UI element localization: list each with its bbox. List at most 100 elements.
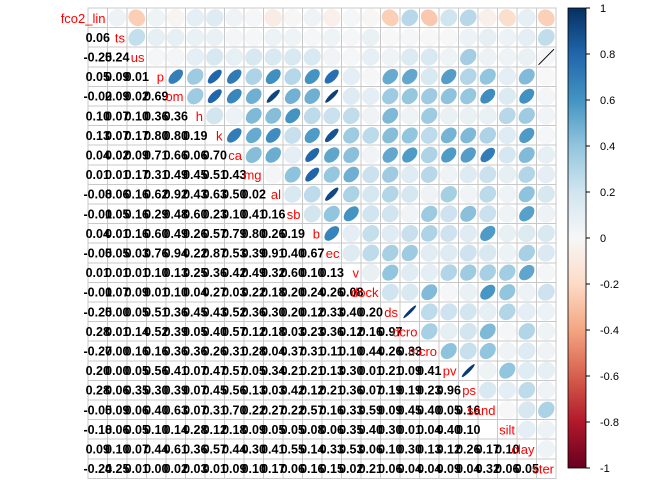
corr-ellipse: [324, 69, 339, 84]
variable-label: k: [216, 128, 223, 143]
corr-coefficient: 0.26: [261, 227, 285, 241]
corr-ellipse: [537, 283, 555, 301]
corr-ellipse: [343, 185, 360, 203]
corr-ellipse: [439, 106, 458, 125]
corr-coefficient: 0.13: [242, 384, 266, 398]
corr-ellipse: [498, 342, 517, 360]
corr-coefficient: 0.06: [105, 423, 129, 437]
corr-ellipse: [147, 48, 166, 66]
corr-coefficient: 0.16: [144, 345, 168, 359]
corr-coefficient: 0.06: [125, 403, 149, 417]
corr-ellipse: [382, 107, 399, 124]
corr-ellipse: [265, 147, 282, 163]
corr-coefficient: 0.26: [378, 345, 402, 359]
corr-coefficient: 0.94: [164, 247, 188, 261]
corr-coefficient: 0.21: [359, 462, 383, 476]
corr-ellipse: [440, 9, 458, 27]
corr-coefficient: 0.34: [261, 364, 285, 378]
corr-coefficient: 0.02: [125, 90, 149, 104]
corr-ellipse: [440, 127, 457, 144]
corr-ellipse: [478, 361, 497, 380]
colorbar-tick-label: 0: [600, 233, 606, 245]
corr-coefficient: 0.30: [378, 423, 402, 437]
corr-coefficient: 0.25: [183, 266, 207, 280]
corr-coefficient: 0.31: [222, 345, 246, 359]
colorbar-tick-label: 1: [600, 3, 606, 15]
corr-ellipse: [343, 127, 360, 144]
corr-ellipse: [401, 9, 419, 27]
corr-coefficient: 0.26: [203, 345, 227, 359]
corr-ellipse: [166, 28, 185, 47]
corr-coefficient: 0.62: [144, 188, 168, 202]
corr-coefficient: 0.39: [164, 384, 188, 398]
corr-coefficient: -0.01: [84, 286, 113, 300]
corr-coefficient: 0.97: [378, 325, 402, 339]
corr-ellipse: [537, 185, 555, 203]
corr-ellipse: [498, 146, 516, 164]
corr-coefficient: 0.01: [105, 227, 129, 241]
variable-label: ds: [384, 305, 398, 320]
corr-ellipse: [400, 28, 419, 47]
corr-ellipse: [479, 185, 497, 203]
corr-ellipse: [518, 401, 536, 419]
corr-coefficient: 0.30: [242, 443, 266, 457]
corr-coefficient: 0.59: [359, 403, 383, 417]
corr-ellipse: [440, 186, 457, 203]
corr-coefficient: 0.21: [300, 364, 324, 378]
corr-ellipse: [498, 126, 516, 145]
corr-coefficient: 0.12: [203, 423, 227, 437]
corr-coefficient: -0.01: [84, 207, 113, 221]
corr-coefficient: 0.60: [281, 266, 305, 280]
corr-coefficient: 0.09: [105, 70, 129, 84]
corr-ellipse: [285, 108, 301, 124]
corr-ellipse: [460, 205, 477, 222]
corr-ellipse: [264, 28, 283, 47]
corr-coefficient: 0.04: [398, 462, 422, 476]
corr-ellipse: [168, 69, 184, 84]
corr-ellipse: [498, 224, 517, 243]
corr-coefficient: 0.80: [164, 129, 188, 143]
corr-coefficient: 0.28: [242, 345, 266, 359]
corr-coefficient: 0.06: [281, 462, 305, 476]
corr-ellipse: [537, 224, 555, 243]
variable-label: silt: [499, 422, 515, 437]
corr-ellipse: [439, 48, 458, 66]
corr-ellipse: [498, 400, 517, 419]
corr-ellipse: [166, 48, 185, 66]
corr-ellipse: [480, 284, 496, 300]
corr-coefficient: 0.02: [339, 462, 363, 476]
corr-coefficient: 0.76: [144, 247, 168, 261]
corr-coefficient: 0.37: [281, 345, 305, 359]
corr-ellipse: [342, 28, 361, 47]
corr-ellipse: [382, 127, 399, 144]
corr-ellipse: [342, 224, 360, 243]
corr-ellipse: [460, 127, 477, 144]
corr-ellipse: [325, 187, 339, 201]
corr-coefficient: 0.53: [222, 247, 246, 261]
corr-coefficient: 0.19: [378, 384, 402, 398]
corr-ellipse: [499, 362, 516, 379]
corr-coefficient: 0.09: [105, 403, 129, 417]
corr-ellipse: [421, 205, 438, 222]
corr-ellipse: [538, 401, 555, 419]
grid-cell: [536, 458, 557, 479]
corr-coefficient: 0.10: [378, 443, 402, 457]
corr-coefficient: 0.23: [300, 325, 324, 339]
corr-ellipse: [147, 28, 166, 47]
corr-ellipse: [479, 68, 496, 85]
corr-coefficient: 0.39: [242, 247, 266, 261]
corr-coefficient: 0.35: [125, 384, 149, 398]
corr-coefficient: 0.40: [281, 247, 305, 261]
corr-coefficient: 0.10: [456, 423, 480, 437]
corr-ellipse: [518, 107, 535, 124]
corr-ellipse: [498, 244, 517, 262]
corr-ellipse: [382, 68, 398, 85]
corr-ellipse: [479, 381, 497, 399]
corr-coefficient: 0.33: [320, 305, 344, 319]
corr-coefficient: 0.10: [222, 207, 246, 221]
corr-ellipse: [187, 68, 204, 85]
corr-coefficient: 0.57: [203, 227, 227, 241]
corr-coefficient: 0.27: [261, 403, 285, 417]
